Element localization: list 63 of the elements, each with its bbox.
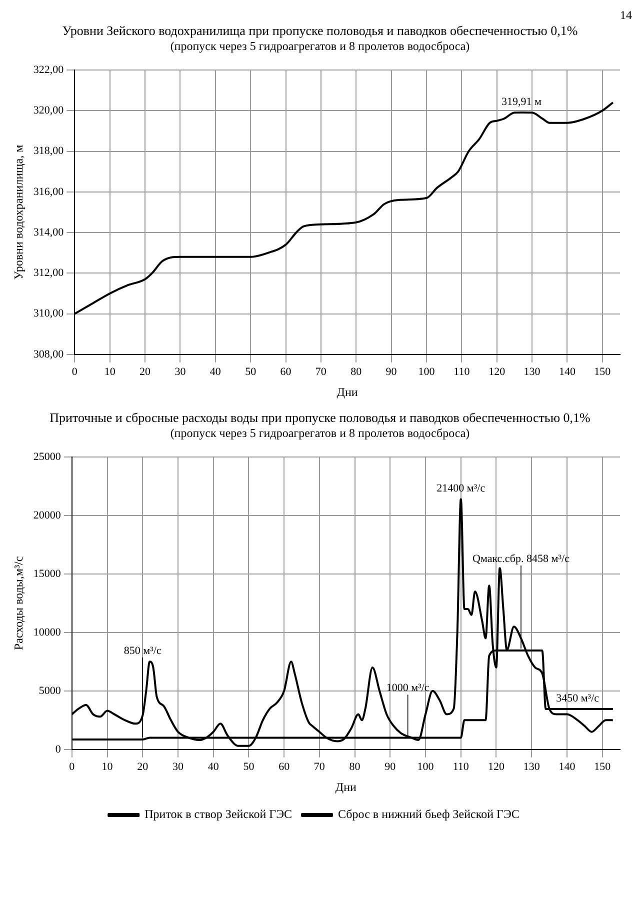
y-tick-label: 312,00 [33, 267, 64, 280]
x-tick-label: 110 [452, 760, 470, 773]
x-tick-label: 140 [558, 366, 576, 378]
x-tick-label: 140 [558, 760, 576, 773]
chart-subtitle: (пропуск через 5 гидроагрегатов и 8 пролетов водосброса) [169, 39, 471, 54]
y-tick-label: 322,00 [33, 64, 64, 76]
x-tick-label: 150 [594, 366, 612, 378]
x-tick-label: 0 [72, 366, 78, 378]
x-tick-label: 100 [418, 366, 436, 378]
x-tick-label: 150 [594, 760, 612, 773]
x-tick-label: 40 [208, 760, 220, 773]
annotation: 21400 м³/с [436, 482, 486, 494]
annotation: 1000 м³/с [386, 682, 430, 694]
x-tick-label: 40 [210, 366, 222, 378]
x-tick-label: 80 [350, 366, 362, 378]
x-tick-label: 130 [523, 760, 540, 773]
y-tick-label: 308,00 [33, 348, 64, 360]
x-tick-label: 70 [315, 366, 327, 378]
y-tick-label: 318,00 [33, 145, 64, 158]
x-axis-title: Дни [335, 780, 358, 794]
x-tick-label: 0 [69, 760, 76, 773]
x-tick-label: 130 [524, 366, 541, 378]
x-tick-label: 30 [174, 366, 186, 378]
x-tick-label: 20 [140, 366, 152, 378]
chart-title: Уровни Зейского водохранилища при пропуске половодья и паводков обеспеченностью 0,1% [61, 23, 579, 39]
x-tick-label: 110 [454, 366, 470, 378]
x-tick-label: 120 [488, 760, 505, 773]
y-tick-label: 10000 [33, 626, 62, 638]
y-tick-label: 310,00 [33, 308, 64, 320]
x-tick-label: 50 [245, 366, 257, 378]
y-axis-title: Уровни водохранилища, м [11, 144, 26, 280]
x-tick-label: 100 [417, 760, 434, 773]
x-tick-label: 50 [243, 760, 255, 773]
chart-subtitle: (пропуск через 5 гидроагрегатов и 8 пролетов водосброса) [169, 426, 471, 441]
annotation: 319,91 м [502, 96, 542, 108]
x-tick-label: 80 [349, 760, 361, 773]
y-tick-label: 5000 [38, 684, 62, 697]
annotation: 3450 м³/с [556, 692, 600, 704]
chart-title: Приточные и сбросные расходы воды при пропуске половодья и паводков обеспеченностью 0,1% [48, 410, 592, 426]
legend-label: Приток в створ Зейской ГЭС [144, 807, 292, 822]
x-tick-label: 60 [280, 366, 292, 378]
x-tick-label: 30 [172, 760, 184, 773]
y-tick-label: 15000 [33, 568, 62, 580]
x-tick-label: 70 [314, 760, 326, 773]
y-tick-label: 25000 [33, 450, 62, 463]
legend-label: Сброс в нижний бьеф Зейской ГЭС [338, 807, 520, 822]
x-tick-label: 60 [278, 760, 290, 773]
y-tick-label: 316,00 [33, 186, 64, 198]
x-tick-label: 120 [488, 366, 506, 378]
x-tick-label: 10 [104, 366, 116, 378]
annotation: Qмакс.сбр. 8458 м³/с [472, 552, 570, 565]
y-tick-label: 320,00 [33, 104, 64, 117]
y-tick-label: 314,00 [33, 226, 64, 238]
y-tick-label: 20000 [33, 509, 62, 522]
x-tick-label: 90 [384, 760, 396, 773]
y-axis-title: Расходы воды,м³/с [11, 556, 26, 650]
x-tick-label: 20 [137, 760, 149, 773]
text: 14 [619, 8, 632, 23]
annotation: 850 м³/с [124, 644, 162, 657]
x-tick-label: 90 [386, 366, 398, 378]
x-tick-label: 10 [102, 760, 114, 773]
y-tick-label: 0 [55, 743, 62, 756]
x-axis-title: Дни [336, 384, 358, 399]
